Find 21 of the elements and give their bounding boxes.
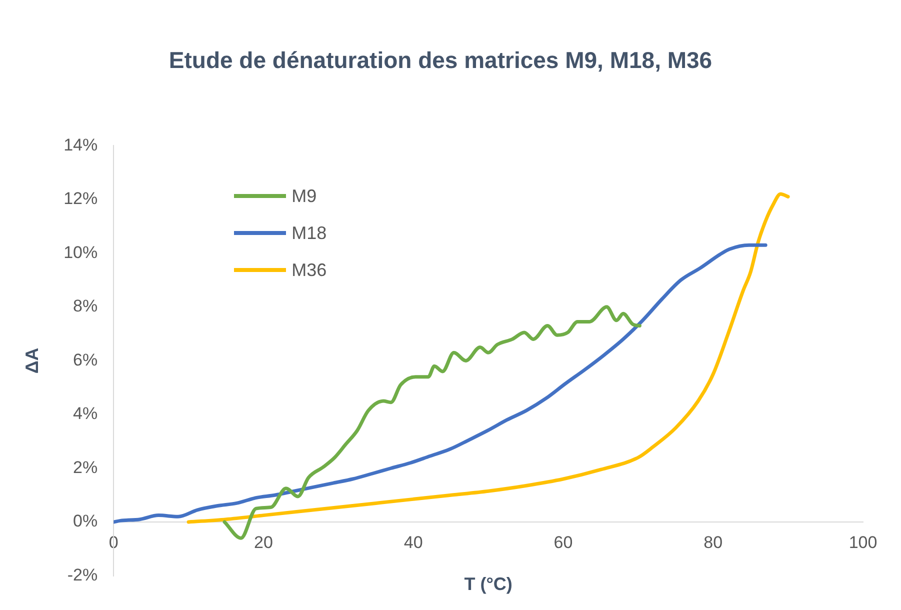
x-tick-label: 40 — [404, 532, 423, 552]
x-tick-label: 60 — [554, 532, 573, 552]
x-tick-label: 100 — [848, 532, 878, 552]
legend-label: M18 — [292, 222, 327, 244]
legend-label: M36 — [292, 260, 327, 281]
chart-title: Etude de dénaturation des matrices M9, M18, M36 — [168, 47, 712, 74]
y-axis-title: ΔA — [22, 348, 42, 374]
x-tick-label: 20 — [254, 532, 273, 552]
y-tick-label: 0% — [73, 512, 98, 531]
line-series — [114, 243, 768, 524]
y-tick-label: 12% — [64, 189, 98, 208]
y-tick-label: 6% — [73, 350, 98, 370]
legend-label: M9 — [292, 186, 317, 207]
x-axis-title: T (°C) — [464, 574, 512, 594]
y-tick-label: 10% — [64, 242, 98, 262]
y-tick-label: 4% — [73, 404, 98, 424]
y-tick-label: -2% — [67, 565, 98, 584]
y-tick-label: 8% — [73, 296, 98, 316]
y-tick-label: 14% — [64, 135, 98, 154]
y-tick-label: 2% — [73, 458, 98, 477]
x-tick-label: 80 — [704, 532, 723, 552]
